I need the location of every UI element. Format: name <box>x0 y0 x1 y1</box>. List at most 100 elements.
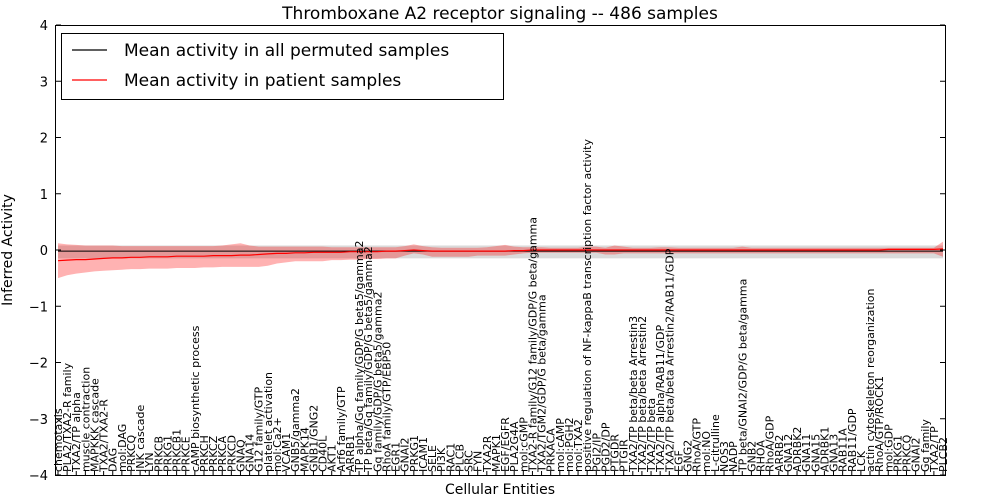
x-tick-label: EGF <box>672 450 685 472</box>
x-tick-label: GNA15 <box>809 434 822 472</box>
x-tick-label: AKT1 <box>326 444 339 472</box>
x-tick-label: PRKCQ <box>901 434 914 472</box>
legend-label-patient: Mean activity in patient samples <box>124 71 401 91</box>
x-tick-label: RHOA <box>755 440 768 472</box>
y-tick-label: 3 <box>40 75 48 90</box>
x-tick-label: PRKACA <box>545 428 558 472</box>
x-tick-label: TXA2R <box>481 435 494 473</box>
x-tick-label: mol:cAMP <box>554 418 567 472</box>
chart-title: Thromboxane A2 receptor signaling -- 486… <box>281 4 718 24</box>
legend-label-permuted: Mean activity in all permuted samples <box>124 41 449 61</box>
y-tick-label: −1 <box>29 300 48 315</box>
x-tick-label: PLA2G4A <box>508 421 521 472</box>
x-tick-label: mol:Ca2+ <box>271 417 284 472</box>
plot-frame <box>55 25 946 476</box>
x-tick-label: TXA2/TP beta/beta Arrestin2/RAB11/GDP <box>663 248 676 473</box>
x-tick-label: RAB11A <box>837 428 850 472</box>
x-tick-label: PRKCZ <box>207 435 220 472</box>
x-tick-label: PRKCE <box>180 436 193 472</box>
x-tick-label: SELE <box>426 445 439 472</box>
x-tick-label: PRKG1 <box>408 435 421 472</box>
x-tick-label: chemotaxis <box>52 408 65 472</box>
x-tick-label: L-citrulline <box>709 414 722 472</box>
series-band-permuted <box>58 245 943 259</box>
x-tick-label: PGI2/IP <box>590 433 603 472</box>
x-tick-label: GNB1/GNG2 <box>308 405 321 472</box>
x-tick-label: RhoA/GTP/ROCK1 <box>873 376 886 472</box>
x-tick-label: GNA12 <box>782 434 795 472</box>
x-tick-label: TXA2/TP alpha/RAB11/GDP <box>654 325 667 473</box>
x-tick-label: ADRBK2 <box>791 427 804 472</box>
x-tick-label: ICAM1 <box>417 437 430 472</box>
x-tick-label: TXA2/TP <box>928 426 941 473</box>
x-tick-label: GNA13 <box>828 434 841 472</box>
x-tick-label: TXA2-R family/G12 family/GDP/G beta/gamm… <box>526 217 539 473</box>
x-tick-label: TP beta/Gq family/GDP/G beta5/gamma2 <box>362 246 375 473</box>
x-tick-label: positive regulation of NF-kappaB transcr… <box>581 139 594 473</box>
x-tick-label: GNAI2 <box>910 437 923 472</box>
y-tick-label: −4 <box>29 469 48 484</box>
x-tick-label: EGR1 <box>390 442 403 472</box>
x-tick-label: MAPKKK cascade <box>89 378 102 472</box>
x-tick-label: mol:NO <box>700 431 713 472</box>
x-tick-label: LYN <box>143 452 156 472</box>
x-tick-label: ADRBK1 <box>818 427 831 472</box>
y-tick-label: −3 <box>29 413 48 428</box>
y-tick-label: 2 <box>40 132 48 147</box>
x-tick-label: Gq family/GDP/G beta5/gamma2 <box>371 292 384 472</box>
x-tick-label: PLA2/TXA2-R family <box>61 362 74 472</box>
x-tick-label: TXA2/TP beta/beta Arrestin2 <box>636 316 649 473</box>
x-tick-label: RhoA/GTP <box>691 418 704 472</box>
x-tick-label: PRKCQ <box>125 434 138 472</box>
y-tick-label: 0 <box>40 244 48 259</box>
x-tick-label: RhoA/GDP <box>764 415 777 472</box>
x-tick-label: JNK cascade <box>134 405 147 473</box>
x-tick-label: PRKG1 <box>891 435 904 472</box>
x-tick-label: CD40L <box>317 435 330 472</box>
x-tick-label: TXA2/TGM2/GDP/G beta/gamma <box>536 294 549 473</box>
x-tick-label: PRKCB <box>152 436 165 472</box>
x-tick-label: PRKCA <box>216 435 229 472</box>
y-axis: −4 −3 −2 −1 0 1 2 3 4 <box>29 19 945 484</box>
y-axis-title: Inferred Activity <box>0 194 16 306</box>
x-tick-label: PRKCH <box>198 435 211 472</box>
x-tick-label: TXA2/TP beta <box>645 398 658 473</box>
x-tick-label: MAPK1 <box>490 434 503 472</box>
x-tick-label: EGF/EGFR <box>499 417 512 472</box>
x-tick-label: TXA2/TP beta/beta Arrestin3 <box>627 316 640 473</box>
x-tick-label: DAG <box>107 448 120 472</box>
x-tick-label: mol:GDP <box>882 424 895 472</box>
x-tick-label: LCK <box>855 450 868 472</box>
x-tick-label: GNB2 <box>745 441 758 472</box>
x-tick-label: mol:cGMP <box>517 417 530 472</box>
x-tick-label: G12 family/GTP <box>253 386 266 472</box>
x-tick-label: mol:TXA2 <box>572 419 585 472</box>
x-tick-label: TXA2/TXA2-R <box>98 399 111 473</box>
y-tick-label: 4 <box>40 19 48 34</box>
x-tick-label: GNG2 <box>682 440 695 472</box>
x-tick-label: MAPK14 <box>298 427 311 472</box>
x-tick-label: RhoA family/GTP/EBP50 <box>381 342 394 472</box>
x-tick-label: mol:PGH2 <box>563 417 576 472</box>
x-tick-label: VCAM1 <box>280 433 293 472</box>
x-tick-label: GNA11 <box>800 434 813 472</box>
x-tick-label: PLCB <box>453 444 466 472</box>
x-tick-label: TXA2/TP alpha <box>70 392 83 473</box>
x-tick-label: Arf6 family/GTP <box>335 386 348 472</box>
x-tick-label: TP beta/GNAI2/GDP/G beta/gamma <box>736 279 749 473</box>
x-tick-label: RAB11/GDP <box>846 408 859 472</box>
legend: Mean activity in all permuted samples Me… <box>61 33 504 100</box>
x-tick-label: PTGDR <box>609 434 622 472</box>
legend-box <box>61 33 504 100</box>
x-tick-label: GNAI2 <box>399 437 412 472</box>
x-tick-label: RAC1 <box>444 443 457 472</box>
x-tick-label: SRC <box>463 450 476 472</box>
x-tick-label: ARRB1 <box>344 435 357 472</box>
x-tick-label: GNA14 <box>244 434 257 472</box>
series-line-patient <box>57 248 944 262</box>
x-tick-label: muscle contraction <box>79 367 92 472</box>
x-tick-label: ARRB2 <box>773 435 786 472</box>
x-tick-label: GNAQ <box>235 439 248 472</box>
